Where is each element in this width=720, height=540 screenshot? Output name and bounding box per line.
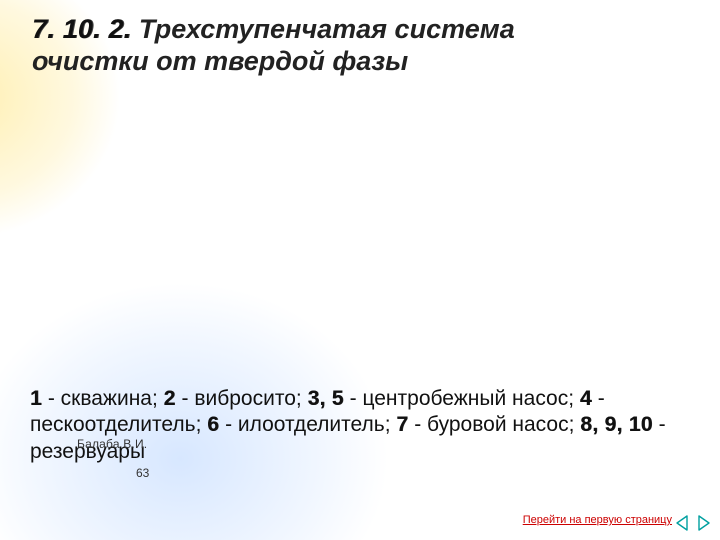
legend-number: 1 [30,387,42,410]
page-number: 63 [136,466,149,480]
legend-desc: - вибросито; [176,387,308,410]
legend-number: 2 [164,387,176,410]
title-line2: очистки от твердой фазы [32,46,680,78]
legend-number: 6 [207,413,219,436]
section-number: 7. 10. 2. [32,14,131,44]
legend-desc: - скважина; [42,387,164,410]
legend-desc: - центробежный насос; [344,387,580,410]
legend-number: 4 [580,387,592,410]
legend-number: 8, 9, 10 [580,413,652,436]
first-page-link[interactable]: Перейти на первую страницу [523,514,672,526]
legend-desc: - илоотделитель; [219,413,396,436]
title-line1-rest: Трехступенчатая система [131,14,514,44]
author-label: Балаба В.И. [77,437,147,451]
legend-text: 1 - скважина; 2 - вибросито; 3, 5 - цент… [30,386,680,465]
slide: 7. 10. 2. Трехступенчатая система очистк… [0,0,720,540]
legend-number: 3, 5 [308,387,344,410]
prev-arrow-icon[interactable] [674,514,692,532]
nav-arrows [674,514,712,532]
next-arrow-icon[interactable] [694,514,712,532]
legend-number: 7 [396,413,408,436]
legend-desc: - буровой насос; [408,413,580,436]
slide-title: 7. 10. 2. Трехступенчатая система очистк… [32,14,680,78]
